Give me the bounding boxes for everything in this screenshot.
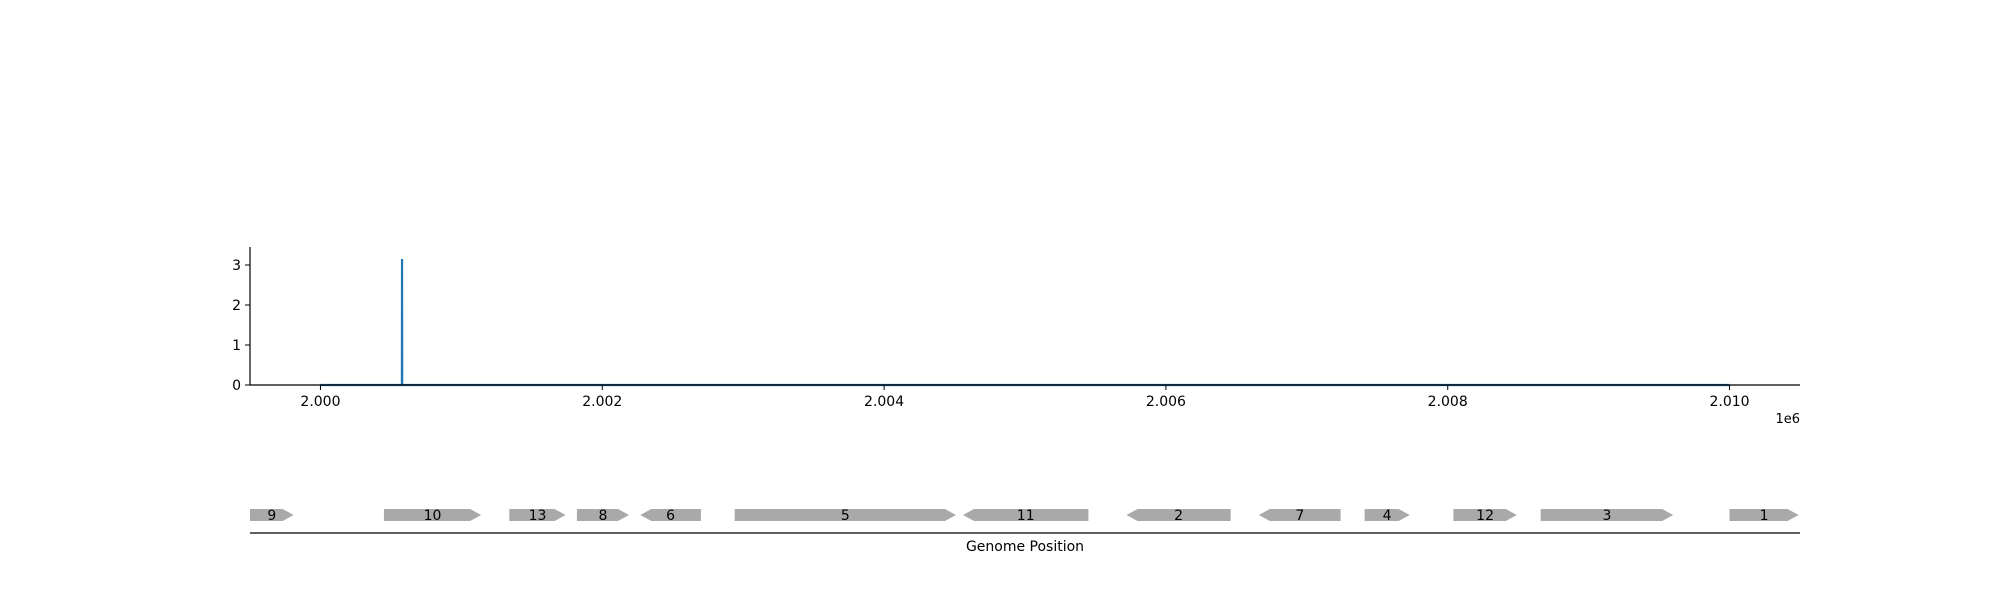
gene-arrow <box>1364 509 1410 521</box>
x-axis-ticks: 2.000 2.002 2.004 2.006 2.008 2.010 <box>300 385 1750 410</box>
x-tick-label: 2.006 <box>1146 394 1186 410</box>
x-axis-label: Genome Position <box>966 539 1084 555</box>
coverage-line <box>320 258 1730 387</box>
gene-label: 5 <box>841 508 850 524</box>
gene-arrow <box>383 509 482 521</box>
gene-label: 3 <box>1603 508 1612 524</box>
gene-arrow <box>1453 509 1517 521</box>
x-tick-label: 2.002 <box>582 394 622 410</box>
gene-arrow <box>640 509 701 521</box>
gene-label: 12 <box>1476 508 1494 524</box>
y-tick-label: 2 <box>232 298 241 314</box>
gene-arrow <box>576 509 629 521</box>
gene-arrow <box>734 509 956 521</box>
y-tick-label: 0 <box>232 378 241 394</box>
gene-arrow <box>963 509 1089 521</box>
gene-arrow <box>1258 509 1341 521</box>
gene-arrow <box>509 509 566 521</box>
x-tick-label: 2.004 <box>864 394 904 410</box>
gene-arrow <box>1729 509 1799 521</box>
gene-label: 13 <box>529 508 547 524</box>
x-offset-label: 1e6 <box>1775 412 1800 427</box>
gene-label: 4 <box>1383 508 1392 524</box>
gene-label: 6 <box>666 508 675 524</box>
gene-label: 2 <box>1174 508 1183 524</box>
x-tick-label: 2.000 <box>300 394 340 410</box>
gene-arrow <box>1126 509 1231 521</box>
gene-arrow <box>1540 509 1674 521</box>
y-tick-label: 1 <box>232 338 241 354</box>
y-tick-label: 3 <box>232 258 241 274</box>
gene-arrow <box>250 509 294 521</box>
gene-label: 1 <box>1760 508 1769 524</box>
gene-label: 8 <box>599 508 608 524</box>
coverage-series <box>320 258 1730 387</box>
gene-arrows: 9 10 13 8 6 5 11 2 7 4 12 3 1 <box>250 508 1799 524</box>
gene-label: 10 <box>424 508 442 524</box>
coverage-plot: 0 1 2 3 2.000 2.002 2.004 2.006 2.008 2.010 1e6 <box>232 247 1800 427</box>
gene-label: 11 <box>1017 508 1035 524</box>
gene-label: 7 <box>1295 508 1304 524</box>
y-axis-ticks: 0 1 2 3 <box>232 258 250 394</box>
gene-label: 9 <box>267 508 276 524</box>
x-tick-label: 2.010 <box>1709 394 1749 410</box>
gene-track: 9 10 13 8 6 5 11 2 7 4 12 3 1 Genome Position <box>250 508 1800 555</box>
x-tick-label: 2.008 <box>1428 394 1468 410</box>
